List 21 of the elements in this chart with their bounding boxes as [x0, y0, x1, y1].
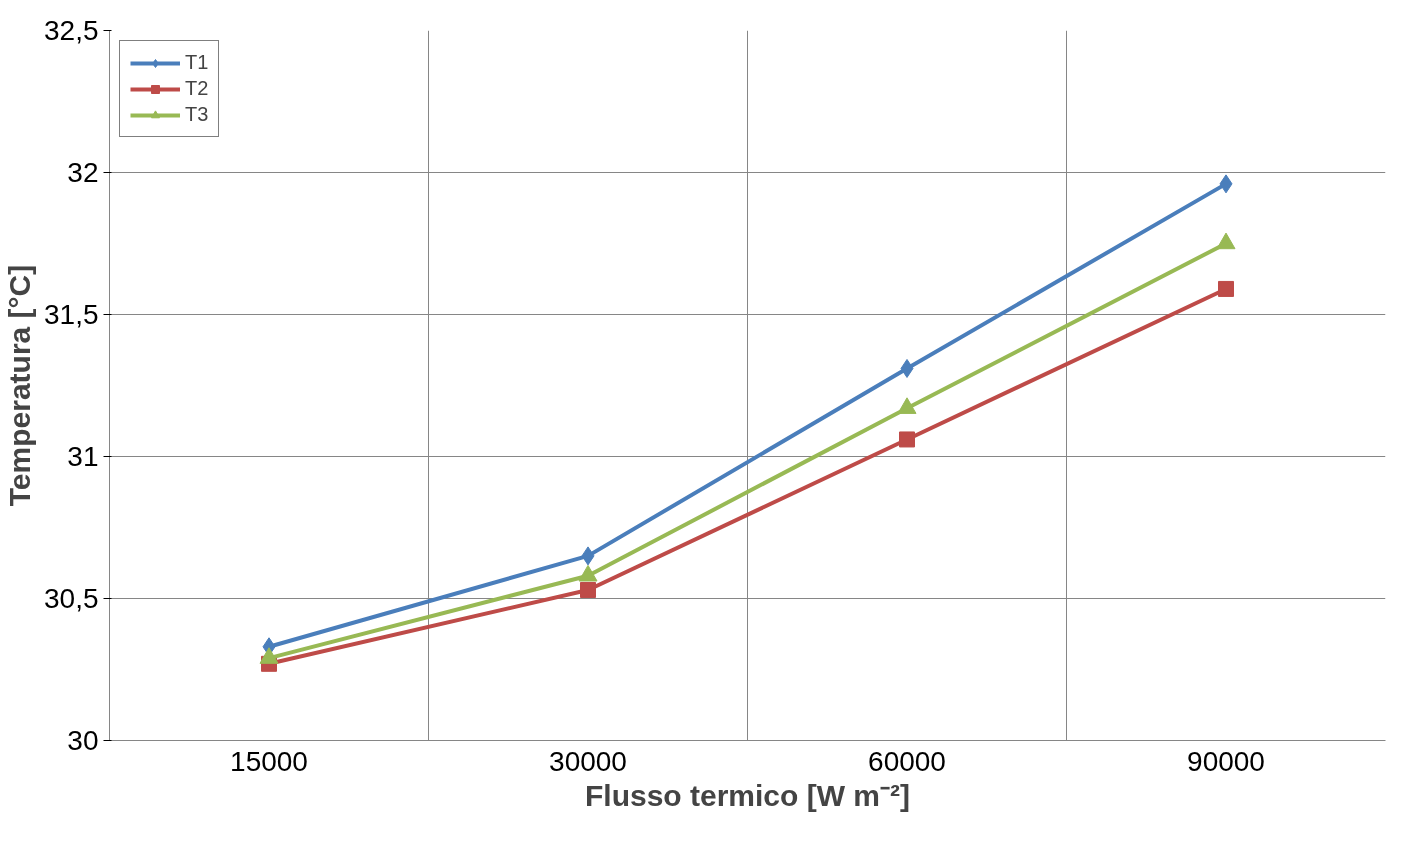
point	[1219, 174, 1233, 194]
point	[580, 581, 596, 598]
x-tick-label: 60000	[868, 745, 946, 777]
y-tick-label: 32,5	[44, 15, 99, 46]
y-tick-label: 31,5	[44, 299, 99, 330]
y-axis-title: Temperatura [°C]	[3, 264, 36, 507]
point	[581, 546, 595, 566]
legend-label: T2	[185, 77, 209, 100]
point	[899, 431, 915, 448]
x-tick-label: 30000	[549, 745, 627, 777]
y-tick-label: 31	[67, 441, 99, 472]
point	[1218, 280, 1234, 297]
point	[900, 358, 914, 378]
y-tick-label: 30,5	[44, 583, 99, 614]
x-axis-title: Flusso termico [W m⁻²]	[584, 778, 911, 812]
x-tick-label: 90000	[1187, 745, 1265, 777]
y-tick-label: 32	[67, 157, 99, 188]
legend-label: T3	[185, 103, 209, 126]
y-tick-label: 30	[67, 725, 99, 756]
x-tick-label: 15000	[230, 745, 308, 777]
legend-label: T1	[185, 51, 209, 74]
